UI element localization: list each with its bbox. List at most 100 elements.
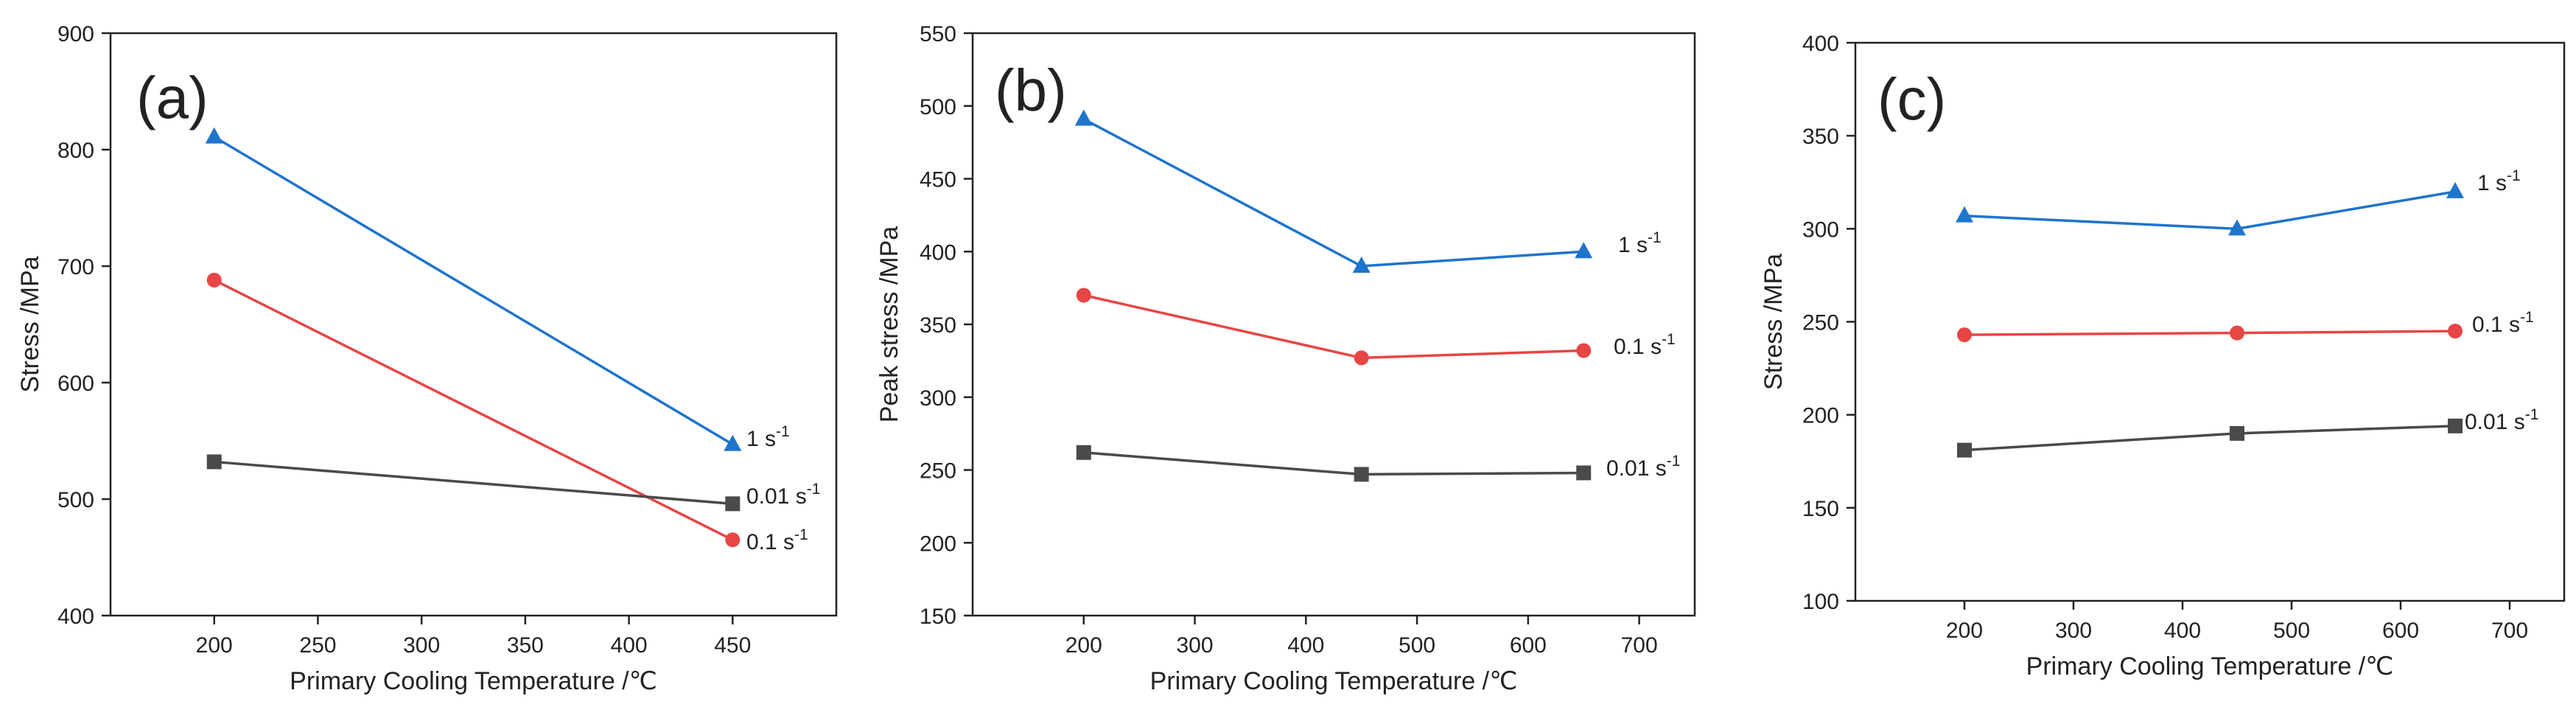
x-tick-label: 200	[1946, 619, 1983, 643]
y-tick-label: 300	[920, 386, 956, 411]
data-point	[1576, 343, 1592, 358]
y-tick-label: 450	[920, 168, 956, 192]
y-tick-label: 400	[57, 605, 94, 629]
series-label: 0.1 s-1	[746, 526, 808, 554]
y-tick-label: 800	[57, 139, 94, 163]
y-axis-title: Peak stress /MPa	[875, 226, 903, 423]
panel-label: (a)	[136, 65, 209, 130]
series-label: 0.01 s-1	[2465, 406, 2538, 434]
data-point	[1076, 445, 1091, 460]
y-tick-label: 700	[57, 255, 94, 279]
data-point	[1956, 206, 1973, 223]
series-label: 0.1 s-1	[2472, 309, 2534, 337]
y-tick-label: 300	[1802, 217, 1839, 242]
panel-label: (c)	[1877, 66, 1946, 132]
x-axis-title: Primary Cooling Temperature /℃	[1150, 667, 1518, 695]
series-line	[1964, 190, 2456, 231]
y-tick-label: 200	[920, 532, 956, 556]
y-tick-label: 150	[920, 605, 956, 629]
series-line	[213, 279, 734, 541]
y-tick-label: 400	[920, 240, 956, 265]
series-label-name: 0.1 s	[2472, 313, 2520, 337]
series-label-exponent: -1	[776, 423, 790, 440]
y-tick-label: 400	[1802, 32, 1839, 56]
data-point	[1576, 465, 1592, 481]
x-tick-label: 300	[2055, 619, 2092, 643]
panel-label: (b)	[995, 58, 1067, 123]
x-tick-label: 400	[611, 633, 648, 658]
x-tick-label: 500	[1399, 633, 1435, 658]
y-tick-label: 100	[1802, 590, 1839, 614]
chart-panel-c: 200 300 400 500 600 700 100 150 200 250 300 350 400 P…	[1760, 32, 2566, 680]
series-label: 1 s-1	[746, 423, 790, 451]
data-point	[1575, 242, 1593, 259]
data-point	[1074, 109, 1093, 126]
series-label-name: 1 s	[746, 427, 776, 451]
data-point	[1354, 467, 1369, 482]
plot-frame	[1854, 41, 2566, 602]
series-line	[1964, 330, 2456, 336]
series-label-exponent: -1	[2520, 309, 2534, 326]
x-tick-label: 450	[714, 633, 751, 658]
data-point	[205, 127, 223, 144]
data-point	[725, 496, 741, 512]
chart-panel-b: 200 300 400 500 600 700 150 200 250 300 350 400 450 5…	[875, 22, 1696, 695]
series-label-name: 0.01 s	[2465, 410, 2525, 434]
x-tick-label: 700	[1621, 633, 1658, 658]
series-label: 1 s-1	[2477, 167, 2521, 195]
x-tick-label: 400	[2164, 619, 2201, 643]
series-label-exponent: -1	[1662, 331, 1676, 348]
series-label-exponent: -1	[2525, 406, 2539, 423]
x-axis-title: Primary Cooling Temperature /℃	[290, 667, 657, 695]
data-point	[724, 434, 742, 451]
data-point	[206, 272, 222, 288]
series-line	[214, 460, 733, 506]
y-tick-label: 250	[1802, 311, 1839, 335]
data-point	[1957, 442, 1972, 458]
x-tick-label: 300	[1177, 633, 1214, 658]
series-label: 0.01 s-1	[1606, 453, 1680, 481]
y-axis-title: Stress /MPa	[16, 256, 44, 392]
y-tick-label: 500	[57, 488, 94, 512]
x-tick-label: 350	[507, 633, 544, 658]
series-label-name: 1 s	[2477, 171, 2507, 195]
x-axis-title: Primary Cooling Temperature /℃	[2026, 652, 2394, 680]
x-tick-label: 600	[2382, 619, 2419, 643]
y-tick-label: 600	[57, 372, 94, 396]
y-tick-label: 500	[920, 95, 956, 119]
series-label-name: 0.1 s	[1614, 335, 1662, 359]
y-tick-label: 550	[920, 22, 956, 46]
series-label-name: 0.01 s	[1606, 456, 1667, 481]
data-point	[2228, 219, 2246, 236]
y-tick-label: 350	[920, 313, 956, 338]
series-label-exponent: -1	[1667, 453, 1681, 470]
data-point	[1354, 350, 1369, 366]
x-tick-label: 700	[2491, 619, 2528, 643]
data-point	[206, 454, 222, 470]
data-point	[725, 532, 741, 548]
chart-panel-a: 200 250 300 350 400 450 400 500 600 700 800 900 Prim…	[16, 22, 838, 695]
y-tick-label: 900	[57, 22, 94, 46]
series-line	[1083, 451, 1584, 476]
data-point	[2448, 324, 2463, 339]
series-label-exponent: -1	[794, 526, 808, 543]
data-point	[1076, 288, 1091, 303]
x-tick-label: 400	[1287, 633, 1324, 658]
x-tick-label: 200	[196, 633, 233, 658]
y-tick-label: 150	[1802, 497, 1839, 521]
series-label: 1 s-1	[1618, 229, 1662, 257]
y-tick-label: 250	[920, 459, 956, 484]
series-label-name: 1 s	[1618, 233, 1648, 257]
data-point	[2230, 425, 2244, 441]
x-tick-label: 300	[403, 633, 440, 658]
series-label: 0.01 s-1	[746, 481, 820, 509]
series-line	[1964, 425, 2456, 452]
x-tick-label: 250	[299, 633, 336, 658]
plot-frame	[109, 32, 838, 617]
data-point	[2448, 418, 2463, 433]
series-label: 0.1 s-1	[1614, 331, 1676, 359]
data-point	[1957, 327, 1972, 343]
series-line	[213, 136, 734, 446]
